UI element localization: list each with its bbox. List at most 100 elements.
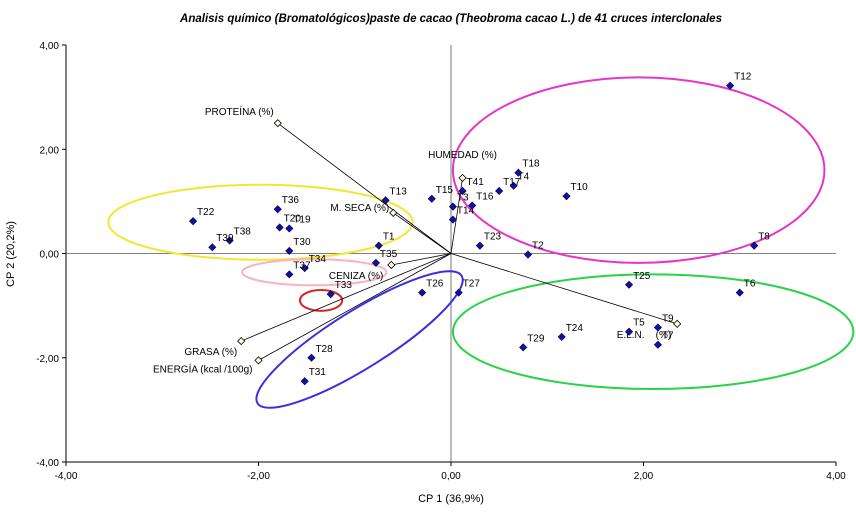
data-point-label: T18 xyxy=(522,159,540,170)
data-point xyxy=(514,168,523,177)
loading-marker xyxy=(673,319,682,328)
loading-label: CENIZA (%) xyxy=(329,271,383,282)
y-tick-label: 2,00 xyxy=(40,145,60,156)
data-point xyxy=(653,323,662,332)
data-point xyxy=(625,327,634,336)
x-tick-label: 0,00 xyxy=(441,471,461,482)
loading-vector-line xyxy=(450,253,678,325)
data-point xyxy=(448,215,457,224)
data-point-label: T15 xyxy=(436,185,454,196)
data-point xyxy=(285,246,294,255)
data-point-label: T30 xyxy=(293,237,311,248)
data-point xyxy=(225,236,234,245)
data-point-label: T34 xyxy=(309,254,327,265)
x-tick-label: 2,00 xyxy=(634,471,654,482)
data-point-label: T16 xyxy=(476,192,494,203)
loading-marker xyxy=(389,208,398,217)
loading-vector-line xyxy=(393,212,452,254)
data-point xyxy=(307,353,316,362)
data-point xyxy=(562,192,571,201)
data-point xyxy=(418,288,427,297)
data-point xyxy=(458,186,467,195)
loading-marker xyxy=(254,356,263,365)
data-point-label: T10 xyxy=(571,182,589,193)
data-point xyxy=(285,224,294,233)
data-point-label: T33 xyxy=(335,280,353,291)
data-point-label: T6 xyxy=(744,279,756,290)
data-point xyxy=(557,332,566,341)
y-tick-label: -2,00 xyxy=(36,354,59,365)
data-point-label: T20 xyxy=(284,213,302,224)
group-ellipse xyxy=(451,273,855,391)
loading-vector-line xyxy=(241,253,452,342)
loading-vector-line xyxy=(277,122,452,254)
loading-marker xyxy=(237,336,246,346)
data-point-label: T22 xyxy=(197,207,215,218)
group-ellipse xyxy=(298,288,344,312)
data-point-label: T2 xyxy=(532,241,544,252)
group-ellipse xyxy=(255,270,464,409)
data-point xyxy=(189,217,198,226)
data-point-label: T19 xyxy=(293,214,311,225)
loading-label: M. SECA (%) xyxy=(330,203,389,214)
data-point xyxy=(495,186,504,195)
data-point-label: T28 xyxy=(315,344,333,355)
group-ellipse xyxy=(107,183,414,261)
data-point-label: T14 xyxy=(457,206,475,217)
data-point-label: T27 xyxy=(463,279,481,290)
data-point-label: T25 xyxy=(633,271,651,282)
loading-marker xyxy=(458,173,467,183)
data-point-label: T7 xyxy=(662,331,674,342)
chart-title: Analisis químico (Bromatológicos)paste d… xyxy=(179,13,722,25)
data-point-label: T31 xyxy=(309,367,327,378)
data-point xyxy=(475,241,484,250)
x-tick-label: -4,00 xyxy=(55,471,78,482)
data-point-label: T17 xyxy=(503,177,521,188)
loading-vector-line xyxy=(391,253,452,266)
data-point-label: T29 xyxy=(527,333,545,344)
loading-label: PROTEÍNA (%) xyxy=(205,105,274,118)
loading-vector-line xyxy=(258,253,452,361)
data-point xyxy=(374,241,383,250)
data-point-label: T5 xyxy=(633,318,645,329)
data-point xyxy=(300,377,309,386)
data-point-label: T13 xyxy=(390,186,408,197)
data-point xyxy=(468,201,477,210)
data-point-label: T8 xyxy=(758,232,770,243)
data-point xyxy=(653,340,662,349)
data-point xyxy=(523,250,533,259)
loading-label: HUMEDAD (%) xyxy=(428,150,497,161)
data-point-label: T3 xyxy=(457,193,469,204)
loading-label: E.L.N. (%) xyxy=(617,330,671,341)
data-point xyxy=(454,288,463,297)
loading-label: GRASA (%) xyxy=(184,347,237,358)
y-tick-label: -4,00 xyxy=(36,458,59,469)
loading-label: ENERGÍA (kcal /100g) xyxy=(153,362,252,375)
data-point-label: T26 xyxy=(426,279,444,290)
data-point xyxy=(275,223,284,232)
data-point xyxy=(381,196,390,205)
y-axis-title: CP 2 (20,2%) xyxy=(5,221,17,287)
data-point xyxy=(427,194,436,203)
y-tick-label: 4,00 xyxy=(40,41,60,52)
data-point-label: T24 xyxy=(566,323,584,334)
data-point xyxy=(519,343,528,352)
data-point-label: T36 xyxy=(282,195,300,206)
data-point-label: T35 xyxy=(380,249,398,260)
data-point-label: T38 xyxy=(234,226,252,237)
data-point xyxy=(273,205,282,214)
data-point-label: T37 xyxy=(293,260,311,271)
data-point xyxy=(208,243,217,252)
data-point xyxy=(285,270,294,279)
group-ellipse xyxy=(451,76,826,264)
group-ellipse xyxy=(241,258,388,287)
data-point-label: T1 xyxy=(383,232,395,243)
data-point xyxy=(625,280,634,289)
data-point-label: T9 xyxy=(662,314,674,325)
x-tick-label: -2,00 xyxy=(247,471,270,482)
data-point-label: T39 xyxy=(216,233,234,244)
data-point xyxy=(448,202,457,211)
data-point-label: T4 xyxy=(518,172,530,183)
data-point-label: T41 xyxy=(467,177,485,188)
